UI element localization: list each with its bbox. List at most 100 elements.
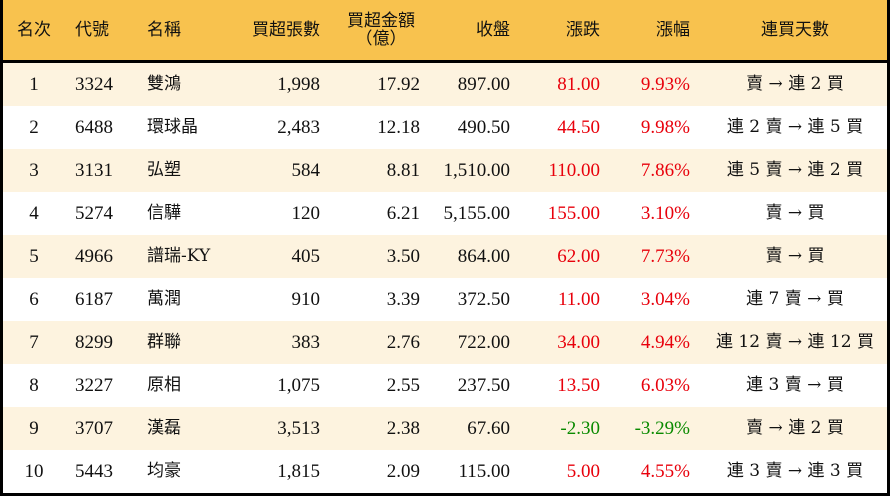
code-cell: 5443 [75, 461, 113, 482]
close-cell: 864.00 [457, 246, 510, 267]
header-close: 收盤 [476, 20, 510, 40]
code-cell: 3324 [75, 74, 113, 95]
change-pct-cell: 3.10% [640, 203, 690, 224]
change-pct-cell: 6.03% [640, 375, 690, 396]
header-net-buy-amount: 買超金額 （億） [336, 0, 426, 60]
net-buy-amount-cell: 3.50 [386, 246, 420, 267]
net-buy-amount-cell: 2.55 [386, 375, 420, 396]
header-change: 漲跌 [566, 20, 600, 40]
table-row: 1 3324 雙鴻 1,998 17.92 897.00 81.00 9.93%… [3, 63, 887, 106]
change-cell: 62.00 [557, 246, 600, 267]
change-pct-cell: 7.86% [640, 160, 690, 181]
change-pct-cell: -3.29% [634, 418, 690, 439]
rank-cell: 9 [29, 418, 39, 439]
change-pct-cell: 4.94% [640, 332, 690, 353]
rank-cell: 8 [29, 375, 39, 396]
header-net-buy-amount-line2: （億） [355, 29, 407, 49]
name-cell: 弘塑 [147, 160, 181, 180]
net-buy-lots-cell: 2,483 [277, 117, 320, 138]
code-cell: 6187 [75, 289, 113, 310]
code-cell: 8299 [75, 332, 113, 353]
change-cell: 81.00 [557, 74, 600, 95]
net-buy-amount-cell: 12.18 [377, 117, 420, 138]
net-buy-amount-cell: 2.38 [386, 418, 420, 439]
code-cell: 3707 [75, 418, 113, 439]
table-header: 名次 代號 名稱 買超張數 買超金額 （億） 收盤 漲跌 漲幅 連買天數 [3, 0, 887, 63]
change-cell: 110.00 [548, 160, 600, 181]
change-cell: 34.00 [557, 332, 600, 353]
table-row: 2 6488 環球晶 2,483 12.18 490.50 44.50 9.98… [3, 106, 887, 149]
change-cell: 5.00 [566, 461, 600, 482]
close-cell: 115.00 [458, 461, 510, 482]
change-pct-cell: 7.73% [640, 246, 690, 267]
name-cell: 環球晶 [147, 117, 198, 137]
header-rank: 名次 [17, 20, 51, 40]
rank-cell: 7 [29, 332, 39, 353]
change-cell: 13.50 [557, 375, 600, 396]
net-buy-lots-cell: 383 [291, 332, 321, 353]
rank-cell: 2 [29, 117, 39, 138]
close-cell: 490.50 [457, 117, 510, 138]
net-buy-lots-cell: 1,998 [277, 74, 320, 95]
buy-streak-cell: 連 12 賣 → 連 12 買 [716, 332, 874, 352]
name-cell: 群聯 [147, 332, 181, 352]
net-buy-lots-cell: 405 [291, 246, 321, 267]
close-cell: 722.00 [457, 332, 510, 353]
buy-streak-cell: 連 5 賣 → 連 2 買 [726, 160, 864, 180]
close-cell: 67.60 [467, 418, 510, 439]
net-buy-amount-cell: 3.39 [386, 289, 420, 310]
change-pct-cell: 3.04% [640, 289, 690, 310]
code-cell: 6488 [75, 117, 113, 138]
header-change-pct: 漲幅 [656, 20, 690, 40]
table-row: 6 6187 萬潤 910 3.39 372.50 11.00 3.04% 連 … [3, 278, 887, 321]
code-cell: 5274 [75, 203, 113, 224]
rank-cell: 6 [29, 289, 39, 310]
rank-cell: 10 [24, 461, 44, 482]
net-buy-amount-cell: 8.81 [386, 160, 420, 181]
net-buy-lots-cell: 910 [291, 289, 321, 310]
header-net-buy-amount-line1: 買超金額 [347, 11, 415, 31]
table-row: 7 8299 群聯 383 2.76 722.00 34.00 4.94% 連 … [3, 321, 887, 364]
header-code: 代號 [75, 20, 109, 40]
rank-cell: 4 [29, 203, 39, 224]
header-net-buy-lots: 買超張數 [252, 20, 320, 40]
rank-cell: 3 [29, 160, 39, 181]
close-cell: 5,155.00 [443, 203, 511, 224]
name-cell: 譜瑞-KY [147, 246, 211, 266]
table-row: 10 5443 均豪 1,815 2.09 115.00 5.00 4.55% … [3, 450, 887, 493]
change-cell: 155.00 [547, 203, 600, 224]
net-buy-amount-cell: 2.76 [386, 332, 420, 353]
table-row: 4 5274 信驊 120 6.21 5,155.00 155.00 3.10%… [3, 192, 887, 235]
buy-streak-cell: 賣 → 買 [765, 203, 825, 223]
net-buy-lots-cell: 3,513 [277, 418, 320, 439]
name-cell: 萬潤 [147, 289, 181, 309]
buy-streak-cell: 連 7 賣 → 買 [746, 289, 844, 309]
table-row: 9 3707 漢磊 3,513 2.38 67.60 -2.30 -3.29% … [3, 407, 887, 450]
net-buy-lots-cell: 1,815 [277, 461, 320, 482]
code-cell: 3227 [75, 375, 113, 396]
code-cell: 4966 [75, 246, 113, 267]
net-buy-lots-cell: 1,075 [277, 375, 320, 396]
net-buy-amount-cell: 2.09 [386, 461, 420, 482]
change-pct-cell: 9.93% [640, 74, 690, 95]
buy-streak-cell: 賣 → 買 [765, 246, 825, 266]
table-row: 3 3131 弘塑 584 8.81 1,510.00 110.00 7.86%… [3, 149, 887, 192]
buy-streak-cell: 連 2 賣 → 連 5 買 [726, 117, 864, 137]
net-buy-amount-cell: 17.92 [377, 74, 420, 95]
net-buy-amount-cell: 6.21 [386, 203, 420, 224]
change-pct-cell: 9.98% [640, 117, 690, 138]
name-cell: 原相 [147, 375, 181, 395]
change-pct-cell: 4.55% [640, 461, 690, 482]
net-buy-lots-cell: 584 [291, 160, 321, 181]
change-cell: 11.00 [557, 289, 600, 310]
name-cell: 雙鴻 [147, 74, 181, 94]
header-buy-streak: 連買天數 [761, 20, 829, 40]
net-buy-lots-cell: 120 [291, 203, 321, 224]
buy-streak-cell: 連 3 賣 → 買 [746, 375, 844, 395]
rank-cell: 1 [29, 74, 39, 95]
close-cell: 372.50 [457, 289, 510, 310]
close-cell: 1,510.00 [443, 160, 511, 181]
name-cell: 信驊 [147, 203, 181, 223]
buy-streak-cell: 賣 → 連 2 買 [746, 74, 844, 94]
